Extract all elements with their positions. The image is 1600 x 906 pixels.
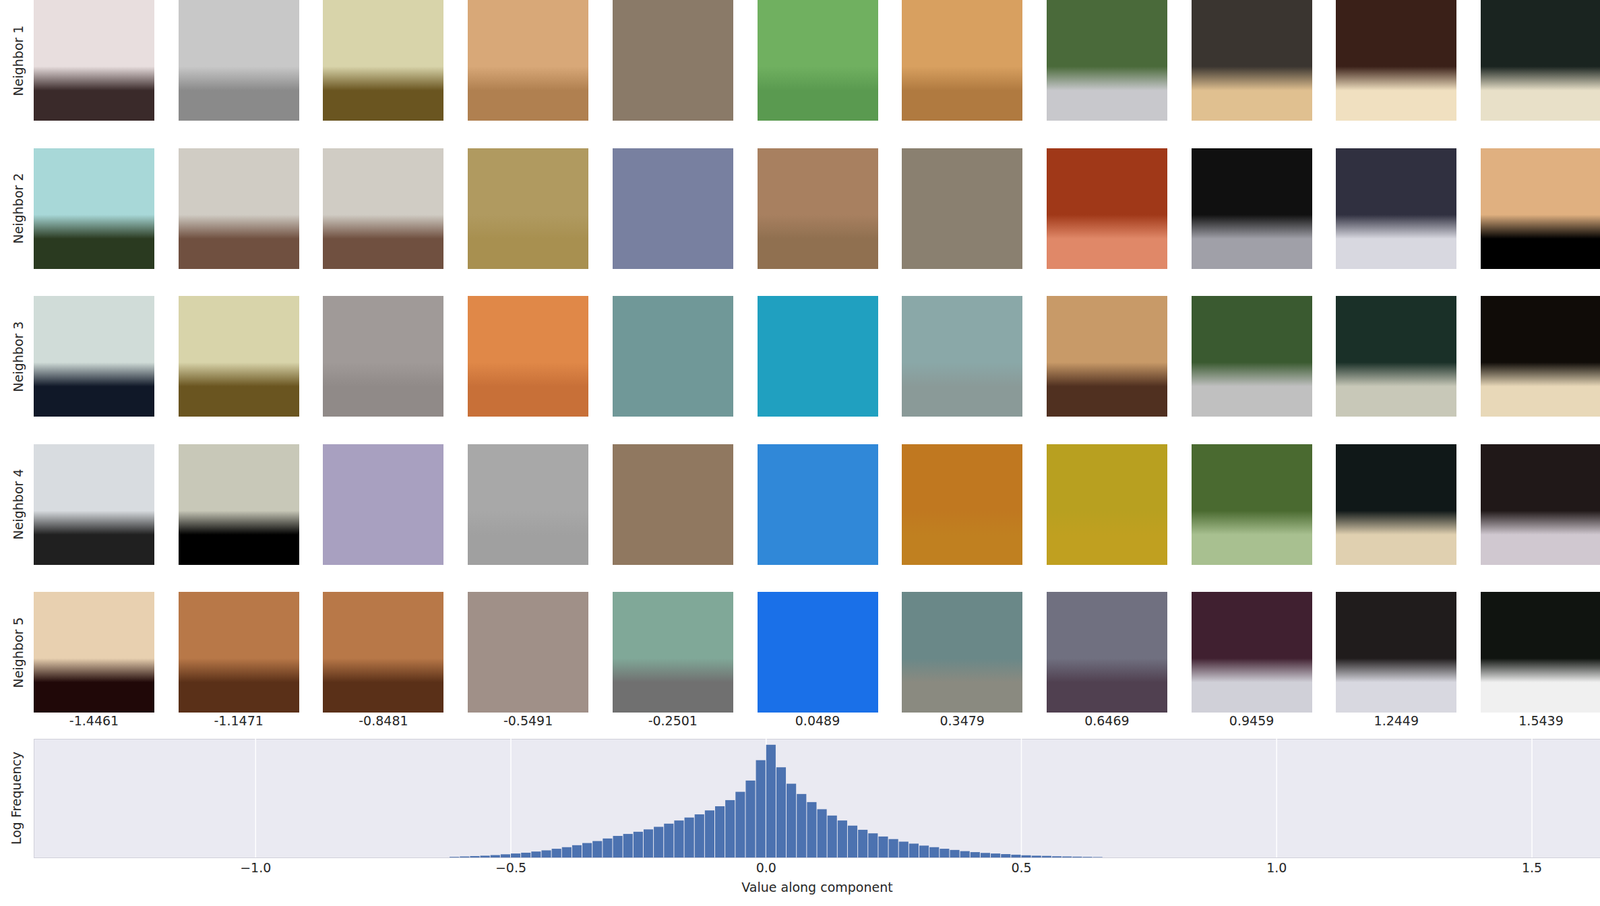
svg-text:Value along component: Value along component bbox=[741, 879, 893, 895]
svg-text:0.0: 0.0 bbox=[756, 859, 777, 875]
html-text:-0.5491: -0.5491 bbox=[503, 713, 553, 728]
html-text:0.0489: 0.0489 bbox=[795, 713, 840, 728]
svg-text:1.5: 1.5 bbox=[1521, 859, 1543, 875]
html-text:Neighbor 2: Neighbor 2 bbox=[10, 172, 26, 244]
html-text:1.5439: 1.5439 bbox=[1518, 713, 1564, 728]
html-text:Neighbor 3: Neighbor 3 bbox=[10, 320, 26, 392]
html-text:1.2449: 1.2449 bbox=[1373, 713, 1419, 728]
svg-text:−1.0: −1.0 bbox=[239, 859, 271, 875]
svg-text:0.5: 0.5 bbox=[1010, 859, 1032, 875]
html-text:0.6469: 0.6469 bbox=[1084, 713, 1130, 728]
html-text:Log Frequency: Log Frequency bbox=[8, 751, 24, 845]
html-text:Neighbor 5: Neighbor 5 bbox=[10, 616, 26, 688]
html-text:0.9459: 0.9459 bbox=[1229, 713, 1275, 728]
html-text:-0.2501: -0.2501 bbox=[648, 713, 698, 728]
html-text:Neighbor 4: Neighbor 4 bbox=[10, 468, 26, 540]
html-text:0.3479: 0.3479 bbox=[939, 713, 985, 728]
html-text:-1.1471: -1.1471 bbox=[213, 713, 264, 728]
svg-text:−0.5: −0.5 bbox=[495, 859, 527, 875]
svg-text:1.0: 1.0 bbox=[1266, 859, 1287, 875]
html-text:Neighbor 1: Neighbor 1 bbox=[10, 24, 26, 96]
html-text:-0.8481: -0.8481 bbox=[358, 713, 409, 728]
html-text:-1.4461: -1.4461 bbox=[69, 713, 119, 728]
